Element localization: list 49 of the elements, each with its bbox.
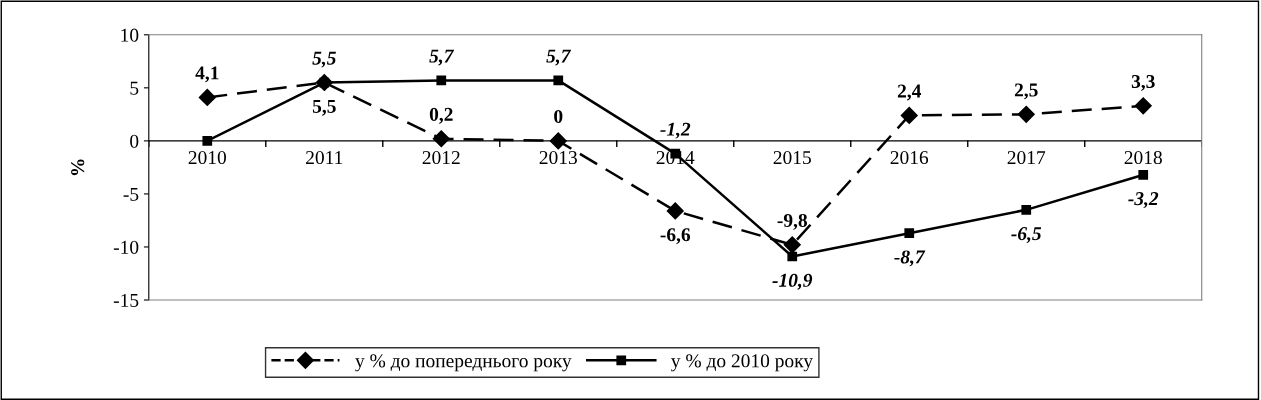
y-tick-label: -15 bbox=[113, 293, 139, 307]
point bbox=[666, 202, 684, 220]
point bbox=[787, 251, 798, 262]
data-label: 2,4 bbox=[897, 84, 922, 101]
point bbox=[783, 236, 801, 254]
legend-label: у % до 2010 року bbox=[671, 354, 813, 372]
y-tick-label: 0 bbox=[130, 134, 139, 148]
data-label: 0 bbox=[554, 109, 563, 124]
x-tick-label: 2012 bbox=[422, 150, 460, 165]
x-tick-label: 2016 bbox=[890, 150, 929, 165]
point bbox=[549, 132, 567, 150]
point bbox=[1134, 97, 1152, 115]
y-tick-label: 5 bbox=[130, 81, 139, 95]
data-label: -10,9 bbox=[772, 273, 813, 290]
point bbox=[436, 75, 447, 86]
point bbox=[1138, 169, 1149, 180]
y-axis-title: % bbox=[71, 159, 85, 176]
data-label: 4,1 bbox=[195, 66, 219, 83]
legend-label: у % до попереднього року bbox=[355, 354, 572, 372]
data-label: 5,7 bbox=[429, 49, 455, 66]
data-label: -9,8 bbox=[777, 213, 807, 230]
point bbox=[1017, 105, 1035, 123]
data-label: -8,7 bbox=[894, 250, 926, 267]
y-tick-label: 10 bbox=[121, 28, 139, 42]
x-tick-label: 2011 bbox=[306, 150, 343, 165]
point bbox=[432, 130, 450, 148]
data-label: 5,5 bbox=[312, 51, 336, 68]
x-tick-label: 2010 bbox=[188, 150, 226, 165]
data-label: 5,7 bbox=[546, 49, 572, 66]
x-tick-label: 2015 bbox=[773, 150, 811, 165]
point bbox=[904, 228, 915, 239]
point bbox=[553, 75, 564, 86]
data-label: 3,3 bbox=[1131, 74, 1155, 91]
data-label: -6,6 bbox=[660, 228, 691, 245]
data-label: -1,2 bbox=[660, 122, 691, 139]
point bbox=[198, 88, 216, 106]
point bbox=[202, 136, 213, 146]
data-label: 0,2 bbox=[429, 107, 453, 124]
data-label: 2,5 bbox=[1014, 83, 1038, 100]
data-label: -3,2 bbox=[1128, 192, 1159, 208]
data-label: 5,5 bbox=[312, 99, 336, 116]
data-label: -6,5 bbox=[1011, 227, 1042, 243]
x-tick-label: 2018 bbox=[1124, 150, 1162, 165]
x-tick-label: 2013 bbox=[539, 150, 577, 165]
point bbox=[1021, 204, 1032, 215]
y-tick-label: -5 bbox=[123, 187, 139, 201]
x-tick-label: 2017 bbox=[1007, 150, 1046, 165]
point bbox=[900, 106, 918, 124]
y-tick-label: -10 bbox=[113, 240, 139, 254]
